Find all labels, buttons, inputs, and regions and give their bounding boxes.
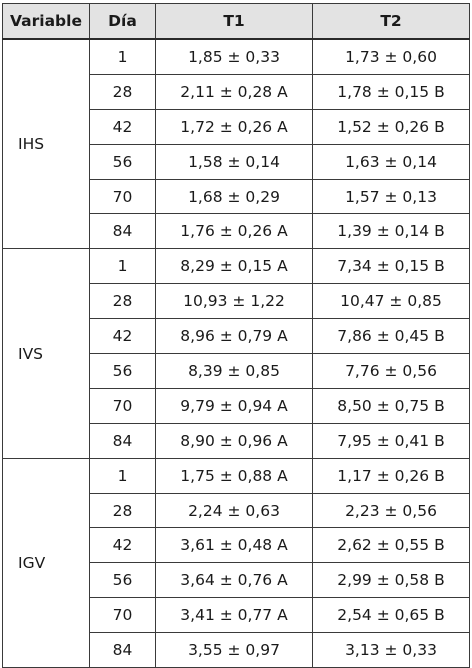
header-row: Variable Día T1 T2: [2, 3, 470, 40]
t1-cell: 1,72 ± 0,26 A: [155, 108, 313, 145]
t2-cell: 1,57 ± 0,13: [312, 178, 470, 215]
t2-cell: 1,78 ± 0,15 B: [312, 73, 470, 110]
t2-cell: 2,54 ± 0,65 B: [312, 597, 470, 634]
header-variable: Variable: [2, 3, 90, 40]
table-body: IHS 1 1,85 ± 0,33 1,73 ± 0,60 28 2,11 ± 0,28 …: [2, 38, 470, 668]
t1-cell: 2,11 ± 0,28 A: [155, 73, 313, 110]
header-t1: T1: [155, 3, 313, 40]
dia-cell: 28: [89, 283, 156, 320]
dia-cell: 56: [89, 562, 156, 599]
table-row: 28 2,24 ± 0,63 2,23 ± 0,56: [3, 492, 470, 529]
dia-cell: 1: [89, 38, 156, 75]
t1-cell: 2,24 ± 0,63: [155, 492, 313, 529]
t1-cell: 1,76 ± 0,26 A: [155, 213, 313, 250]
t1-cell: 10,93 ± 1,22: [155, 283, 313, 320]
table-row: 42 1,72 ± 0,26 A 1,52 ± 0,26 B: [3, 108, 470, 145]
t1-cell: 3,61 ± 0,48 A: [155, 527, 313, 564]
t2-cell: 7,76 ± 0,56: [312, 353, 470, 389]
t1-cell: 3,41 ± 0,77 A: [155, 597, 313, 634]
t2-cell: 2,62 ± 0,55 B: [312, 527, 470, 564]
variable-cell: IHS: [2, 38, 90, 250]
t2-cell: 8,50 ± 0,75 B: [312, 387, 470, 424]
dia-cell: 84: [89, 213, 156, 250]
table-row: 28 2,11 ± 0,28 A 1,78 ± 0,15 B: [3, 73, 470, 110]
table-row: 56 8,39 ± 0,85 7,76 ± 0,56: [3, 353, 470, 389]
t2-cell: 2,23 ± 0,56: [312, 492, 470, 529]
t1-cell: 8,96 ± 0,79 A: [155, 318, 313, 355]
t1-cell: 8,39 ± 0,85: [155, 353, 313, 389]
t1-cell: 3,55 ± 0,97: [155, 632, 313, 668]
table-row: 84 8,90 ± 0,96 A 7,95 ± 0,41 B: [3, 422, 470, 459]
t1-cell: 1,75 ± 0,88 A: [155, 457, 313, 494]
dia-cell: 84: [89, 632, 156, 668]
table-row: IVS 1 8,29 ± 0,15 A 7,34 ± 0,15 B: [2, 248, 470, 459]
dia-cell: 70: [89, 387, 156, 424]
table-row: 42 8,96 ± 0,79 A 7,86 ± 0,45 B: [3, 318, 470, 355]
t2-cell: 3,13 ± 0,33: [312, 632, 470, 668]
t1-cell: 3,64 ± 0,76 A: [155, 562, 313, 599]
dia-cell: 84: [89, 422, 156, 459]
dia-cell: 28: [89, 492, 156, 529]
t1-cell: 8,29 ± 0,15 A: [155, 248, 313, 285]
table-row: IGV 1 1,75 ± 0,88 A 1,17 ± 0,26 B: [2, 457, 470, 668]
dia-cell: 1: [89, 457, 156, 494]
t1-cell: 1,58 ± 0,14: [155, 143, 313, 180]
t2-cell: 2,99 ± 0,58 B: [312, 562, 470, 599]
header-dia: Día: [89, 3, 156, 40]
dia-cell: 56: [89, 143, 156, 180]
variable-cell: IVS: [2, 248, 90, 459]
table-row: IHS 1 1,85 ± 0,33 1,73 ± 0,60: [2, 38, 470, 250]
t2-cell: 7,34 ± 0,15 B: [312, 248, 470, 285]
data-table: Variable Día T1 T2 IHS 1 1,85 ± 0,33 1,73 ±…: [2, 3, 470, 668]
t1-cell: 1,68 ± 0,29: [155, 178, 313, 215]
dia-cell: 42: [89, 318, 156, 355]
dia-cell: 70: [89, 178, 156, 215]
t2-cell: 7,95 ± 0,41 B: [312, 422, 470, 459]
table-row: 56 1,58 ± 0,14 1,63 ± 0,14: [3, 143, 470, 180]
t2-cell: 1,73 ± 0,60: [312, 38, 470, 75]
t2-cell: 1,17 ± 0,26 B: [312, 457, 470, 494]
t2-cell: 1,63 ± 0,14: [312, 143, 470, 180]
t2-cell: 1,39 ± 0,14 B: [312, 213, 470, 250]
dia-cell: 70: [89, 597, 156, 634]
variable-cell: IGV: [2, 457, 90, 668]
table-header: Variable Día T1 T2: [2, 3, 470, 40]
table-row: 84 3,55 ± 0,97 3,13 ± 0,33: [3, 632, 470, 668]
table-row: 84 1,76 ± 0,26 A 1,39 ± 0,14 B: [3, 213, 470, 250]
t1-cell: 9,79 ± 0,94 A: [155, 387, 313, 424]
t1-cell: 1,85 ± 0,33: [155, 38, 313, 75]
dia-cell: 42: [89, 527, 156, 564]
dia-cell: 42: [89, 108, 156, 145]
header-t2: T2: [312, 3, 470, 40]
table-row: 28 10,93 ± 1,22 10,47 ± 0,85: [3, 283, 470, 320]
t1-cell: 8,90 ± 0,96 A: [155, 422, 313, 459]
t2-cell: 7,86 ± 0,45 B: [312, 318, 470, 355]
dia-cell: 1: [89, 248, 156, 285]
t2-cell: 10,47 ± 0,85: [312, 283, 470, 320]
t2-cell: 1,52 ± 0,26 B: [312, 108, 470, 145]
table-row: 70 1,68 ± 0,29 1,57 ± 0,13: [3, 178, 470, 215]
table-row: 70 9,79 ± 0,94 A 8,50 ± 0,75 B: [3, 387, 470, 424]
dia-cell: 28: [89, 73, 156, 110]
dia-cell: 56: [89, 353, 156, 389]
